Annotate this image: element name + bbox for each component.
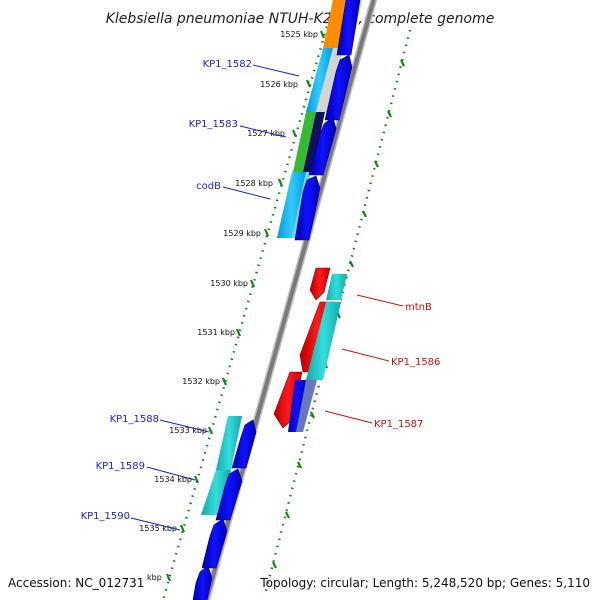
bottom-kbp-fragment: kbp (147, 573, 162, 582)
arrow-blue-1587 (288, 380, 306, 432)
gene-cyan-1589 (201, 470, 231, 515)
tick-label: 1534 kbp (154, 475, 192, 484)
left-ruler-track (161, 4, 335, 600)
tick-label: 1530 kbp (210, 279, 248, 288)
gene-label-kp1-1588[interactable]: KP1_1588 (110, 414, 159, 425)
gene-sky-codb (277, 172, 306, 238)
arrow-1591 (192, 565, 213, 600)
forward-gene-arrows (192, 0, 361, 600)
arrow-1581 (336, 0, 361, 56)
arrow-1583 (308, 116, 337, 176)
left-ruler-ticks (165, 30, 326, 582)
gene-orange (323, 0, 348, 48)
arrow-1588 (231, 419, 257, 469)
gene-label-kp1-1582[interactable]: KP1_1582 (203, 59, 252, 70)
gene-navy-1583 (303, 112, 325, 172)
reverse-gene-blocks (273, 267, 347, 432)
gene-lightgrey-1582 (316, 48, 344, 112)
tick-label: 1526 kbp (260, 80, 298, 89)
tick-label: 1532 kbp (182, 377, 220, 386)
gene-label-codb[interactable]: codB (196, 181, 221, 192)
gene-label-kp1-1583[interactable]: KP1_1583 (189, 119, 238, 130)
right-ruler-ticks (272, 59, 405, 569)
gene-slate-1586 (294, 380, 317, 432)
tick-label: 1528 kbp (235, 179, 273, 188)
gene-sky-1582 (306, 48, 333, 112)
gene-cyan-1588 (216, 416, 242, 470)
gene-cyan-1586 (306, 302, 341, 380)
gene-label-mtnb[interactable]: mtnB (405, 302, 432, 313)
tick-label: 1525 kbp (280, 30, 318, 39)
gene-green-1583 (293, 112, 316, 172)
gene-label-kp1-1590[interactable]: KP1_1590 (81, 511, 130, 522)
accession-text: Accession: NC_012731 (8, 576, 144, 590)
tick-label: 1531 kbp (197, 328, 235, 337)
arrow-1582 (324, 54, 353, 121)
tick-label: 1529 kbp (223, 229, 261, 238)
gene-labels: KP1_1582 KP1_1583 codB KP1_1588 KP1_1589… (81, 59, 441, 522)
gene-label-kp1-1589[interactable]: KP1_1589 (96, 461, 145, 472)
arrow-mtnb (309, 267, 331, 301)
tick-label: 1533 kbp (169, 426, 207, 435)
label-leaders (130, 64, 404, 531)
topology-text: Topology: circular; Length: 5,248,520 bp… (259, 576, 590, 590)
gene-label-kp1-1587[interactable]: KP1_1587 (374, 419, 423, 430)
gene-label-kp1-1586[interactable]: KP1_1586 (391, 357, 440, 368)
map-title: Klebsiella pneumoniae NTUH-K2044, comple… (106, 11, 495, 27)
tick-labels: 1525 kbp 1526 kbp 1527 kbp 1528 kbp 1529… (139, 30, 318, 533)
gene-cyan-mtnb (326, 274, 347, 300)
arrow-codb (294, 175, 321, 241)
arrow-1589 (215, 468, 243, 521)
tick-label: 1527 kbp (247, 129, 285, 138)
arrow-1590 (201, 518, 228, 569)
tick-label: 1535 kbp (139, 524, 177, 533)
